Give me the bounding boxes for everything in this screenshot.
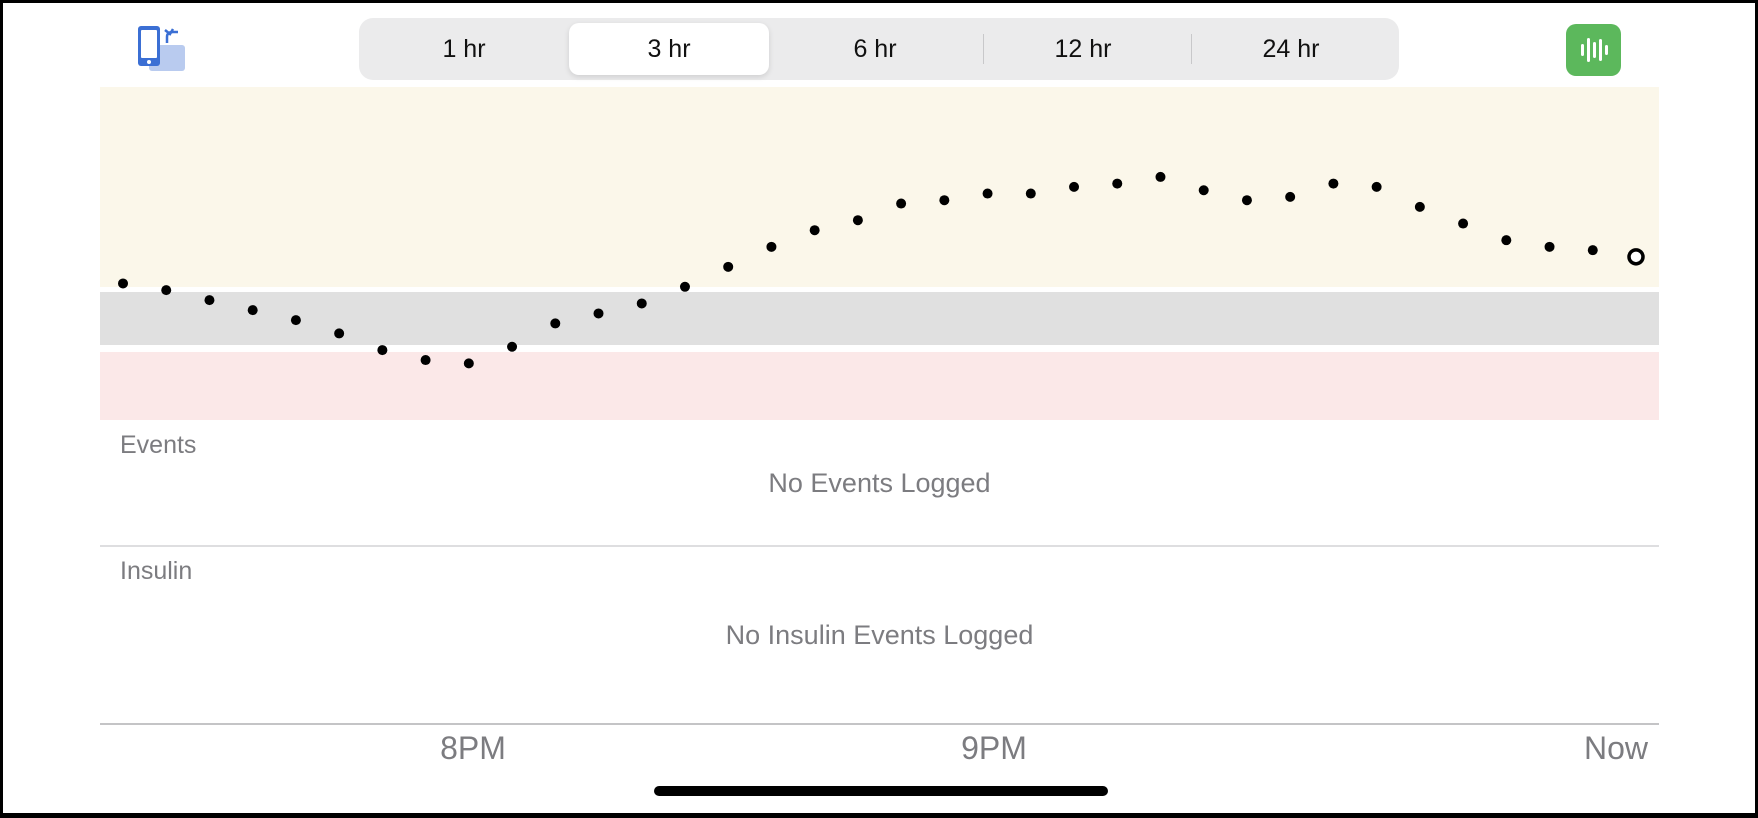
range-12hr[interactable]: 12 hr <box>1054 34 1112 63</box>
glucose-reading-point <box>463 358 474 369</box>
glucose-reading-point <box>766 241 777 252</box>
app-screen: 1 hr 3 hr 6 hr 12 hr 24 hr Events No Eve… <box>3 3 1755 813</box>
range-3hr[interactable]: 3 hr <box>569 23 769 75</box>
glucose-chart <box>100 87 1659 420</box>
glucose-reading-point <box>636 298 647 309</box>
glucose-reading-point <box>1501 235 1512 246</box>
glucose-reading-point <box>247 305 258 316</box>
time-tick-now: Now <box>1583 730 1649 766</box>
home-indicator <box>654 786 1108 796</box>
glucose-reading-point <box>982 188 993 199</box>
glucose-reading-point <box>507 341 518 352</box>
phone-rotate-icon[interactable] <box>137 25 189 75</box>
glucose-reading-point <box>1328 178 1339 189</box>
glucose-reading-point <box>118 278 128 289</box>
section-divider <box>100 545 1659 547</box>
glucose-reading-point <box>1069 181 1080 192</box>
glucose-reading-point <box>1458 218 1469 229</box>
glucose-reading-point <box>1112 178 1123 189</box>
sound-waveform-icon[interactable] <box>1566 24 1621 76</box>
time-tick-9pm: 9PM <box>961 730 1027 766</box>
glucose-reading-point <box>1414 201 1425 212</box>
glucose-reading-point <box>1371 181 1382 192</box>
glucose-reading-point <box>679 281 690 292</box>
glucose-reading-point <box>852 215 863 226</box>
low-range-band <box>100 352 1659 420</box>
glucose-reading-point <box>161 285 172 296</box>
glucose-reading-point <box>896 198 907 209</box>
no-insulin-events-message: No Insulin Events Logged <box>725 620 1034 650</box>
time-tick-8pm: 8PM <box>440 730 506 766</box>
glucose-reading-point <box>1587 245 1598 256</box>
current-reading-point <box>1627 248 1645 266</box>
glucose-reading-point <box>1285 191 1296 202</box>
glucose-reading-point <box>550 318 561 329</box>
segment-divider <box>1191 34 1192 64</box>
insulin-label: Insulin <box>120 557 193 585</box>
glucose-reading-point <box>1198 185 1209 196</box>
high-range-band <box>100 87 1659 287</box>
glucose-reading-point <box>1155 171 1166 182</box>
glucose-reading-point <box>1241 195 1252 206</box>
glucose-reading-point <box>420 355 431 366</box>
time-range-segmented-control: 1 hr 3 hr 6 hr 12 hr 24 hr <box>359 18 1399 80</box>
glucose-reading-point <box>377 345 388 356</box>
glucose-reading-point <box>204 295 215 306</box>
glucose-reading-point <box>1544 241 1555 252</box>
range-24hr[interactable]: 24 hr <box>1262 34 1320 63</box>
glucose-reading-point <box>809 225 820 236</box>
segment-divider <box>983 34 984 64</box>
range-1hr[interactable]: 1 hr <box>442 34 486 63</box>
target-range-band <box>100 292 1659 345</box>
glucose-reading-point <box>939 195 950 206</box>
glucose-reading-point <box>290 315 301 326</box>
glucose-reading-point <box>1025 188 1036 199</box>
glucose-readings-plot <box>118 171 1645 369</box>
glucose-reading-point <box>593 308 604 319</box>
range-6hr[interactable]: 6 hr <box>853 34 897 63</box>
glucose-reading-point <box>723 261 734 272</box>
events-label: Events <box>120 431 197 459</box>
no-events-message: No Events Logged <box>768 468 991 498</box>
glucose-reading-point <box>334 328 345 339</box>
time-axis-line <box>100 723 1659 725</box>
